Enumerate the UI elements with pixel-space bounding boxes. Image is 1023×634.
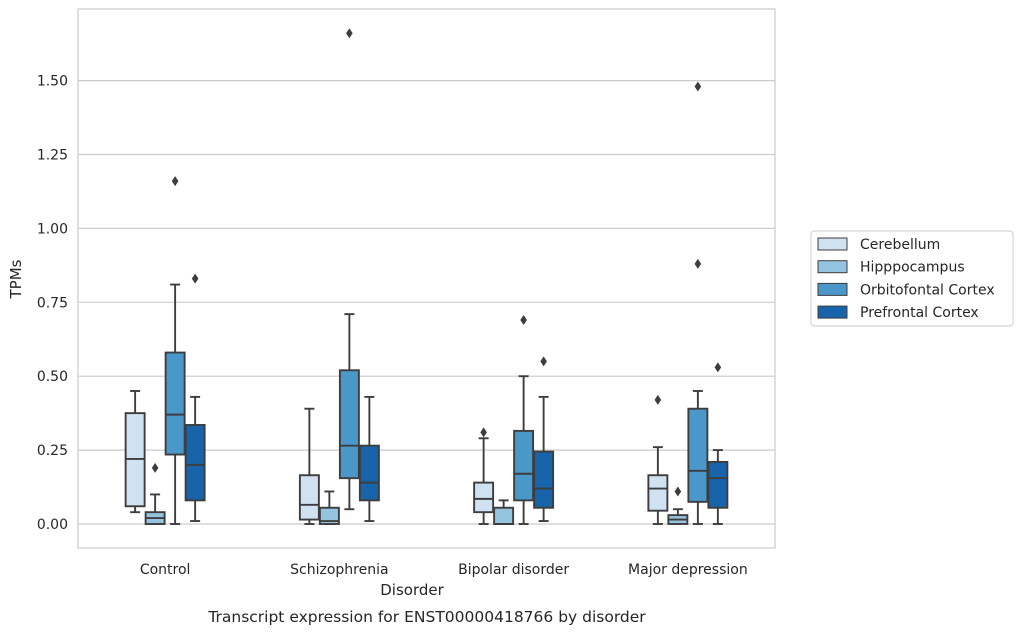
- plot-frame: [77, 8, 776, 549]
- box-series: [124, 28, 729, 525]
- y-tick-label: 0.25: [37, 443, 68, 459]
- box: [513, 429, 535, 502]
- box-prefrontal-cortex: [358, 395, 380, 522]
- box: [533, 450, 555, 509]
- legend-label: Orbitofontal Cortex: [860, 282, 995, 298]
- y-tick-label: 0.75: [37, 295, 68, 311]
- legend-frame: [810, 230, 1014, 327]
- box: [358, 444, 380, 502]
- chart-caption: Transcript expression for ENST0000041876…: [207, 608, 646, 626]
- legend-swatch: [817, 305, 848, 319]
- outlier-point: [714, 362, 722, 373]
- box: [647, 474, 669, 512]
- y-tick-label: 0.50: [37, 369, 68, 385]
- box-hipppocampus: [667, 486, 689, 525]
- box: [298, 474, 320, 521]
- box: [338, 369, 360, 480]
- x-tick-label: Schizophrenia: [290, 562, 388, 578]
- box-cerebellum: [647, 394, 669, 525]
- box-prefrontal-cortex: [184, 273, 206, 522]
- outlier-point: [694, 81, 702, 92]
- box-prefrontal-cortex: [533, 356, 555, 522]
- y-tick-label: 1.00: [37, 221, 68, 237]
- box-hipppocampus: [144, 462, 166, 525]
- x-tick-label: Control: [140, 562, 191, 578]
- outlier-point: [520, 315, 527, 326]
- x-axis-title: Disorder: [380, 581, 444, 599]
- box: [473, 481, 495, 514]
- legend-label: Prefrontal Cortex: [860, 305, 979, 321]
- legend-swatch: [817, 282, 848, 296]
- legend-label: Hipppocampus: [860, 260, 965, 276]
- x-tick-labels: Control Schizophrenia Bipolar disorder Majo…: [140, 562, 748, 578]
- box-hipppocampus: [318, 490, 340, 525]
- outlier-point: [151, 462, 159, 473]
- box-prefrontal-cortex: [707, 362, 729, 525]
- y-tick-label: 1.50: [37, 74, 68, 90]
- x-tick-label: Major depression: [628, 562, 748, 578]
- legend: Cerebellum Hipppocampus Orbitofontal Corte…: [810, 230, 1014, 327]
- box-orbitofontal-cortex: [338, 28, 360, 511]
- box-orbitofontal-cortex: [687, 81, 709, 525]
- box-cerebellum: [298, 407, 320, 525]
- box-orbitofontal-cortex: [164, 176, 186, 525]
- box-cerebellum: [124, 390, 146, 514]
- box-hipppocampus: [493, 499, 515, 525]
- x-tick-label: Bipolar disorder: [458, 562, 569, 578]
- y-tick-labels: 0.00 0.25 0.50 0.75 1.00 1.25 1.50: [37, 74, 68, 533]
- box: [184, 424, 206, 502]
- y-tick-label: 1.25: [37, 148, 68, 164]
- outlier-point: [654, 394, 662, 405]
- box: [164, 351, 186, 456]
- box: [318, 506, 340, 525]
- legend-label: Cerebellum: [860, 237, 940, 253]
- outlier-point: [171, 176, 179, 187]
- y-tick-label: 0.00: [37, 517, 68, 533]
- y-axis-title: TPMs: [7, 259, 25, 299]
- box-orbitofontal-cortex: [513, 315, 535, 525]
- outlier-point: [540, 356, 547, 367]
- legend-swatch: [817, 237, 848, 251]
- box: [707, 460, 729, 509]
- legend-swatch: [817, 260, 848, 274]
- box-cerebellum: [473, 427, 495, 525]
- outlier-point: [674, 486, 682, 497]
- outlier-point: [191, 273, 199, 284]
- box: [687, 407, 709, 503]
- outlier-point: [480, 427, 487, 438]
- outlier-point: [694, 258, 702, 269]
- gridlines: [78, 79, 775, 525]
- outlier-point: [346, 28, 353, 39]
- box: [493, 506, 515, 525]
